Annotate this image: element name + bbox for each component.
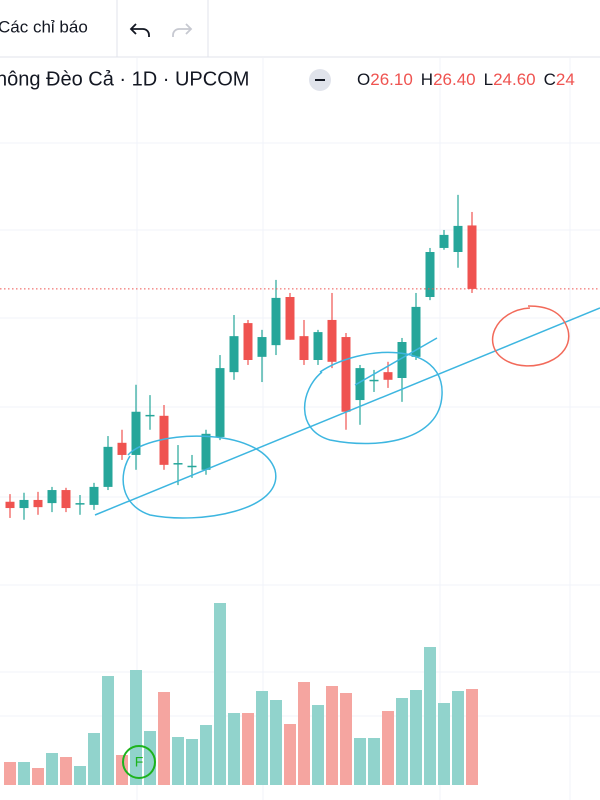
volume-bar [46, 753, 58, 785]
volume-bar [438, 703, 450, 785]
undo-button[interactable] [129, 23, 150, 37]
candle-body [341, 337, 351, 412]
candle-body [47, 490, 57, 504]
candle-body [89, 486, 99, 505]
candle-body [271, 297, 281, 346]
volume-bar [200, 725, 212, 785]
candle-body [173, 463, 183, 465]
redo-button[interactable] [172, 23, 193, 37]
candle-body [397, 342, 407, 378]
candle-body [103, 446, 113, 487]
candle-body [453, 225, 463, 252]
ohlc-value: 24 [556, 70, 575, 89]
candle-body [19, 499, 29, 509]
candle-body [425, 252, 435, 297]
volume-bar [284, 724, 296, 785]
volume-bar [4, 762, 16, 785]
event-marker-label: F [135, 754, 144, 770]
candle-body [327, 319, 337, 362]
drawing-circle [491, 305, 570, 367]
candle-body [61, 490, 71, 509]
volume-bar [452, 691, 464, 785]
volume-bar [186, 739, 198, 785]
candle-body [159, 415, 169, 465]
event-marker[interactable]: F [122, 745, 156, 779]
candle-body [299, 336, 309, 360]
candle-body [285, 297, 295, 340]
candle-body [313, 332, 323, 360]
volume-bar [18, 762, 30, 785]
ohlc-value: 26.40 [433, 70, 476, 89]
ohlc-value: 24.60 [493, 70, 536, 89]
volume-bar [242, 713, 254, 785]
candle-body [215, 368, 225, 437]
volume-bar [354, 738, 366, 785]
candle-body [229, 336, 239, 373]
candle-body [383, 372, 393, 380]
volume-bar [74, 766, 86, 785]
volume-bar [116, 755, 128, 785]
symbol-title: hông Đèo Cả · 1D · UPCOM [0, 68, 249, 90]
drawings [94, 307, 600, 519]
volume-bar [326, 686, 338, 785]
volume-bar [130, 670, 142, 785]
candle-body [131, 411, 141, 455]
candle-body [369, 379, 379, 382]
ohlc-key: C [544, 70, 556, 89]
grid [0, 58, 600, 800]
candle-body [117, 442, 127, 455]
volume-bar [410, 690, 422, 785]
volume-bar [32, 768, 44, 785]
candle-body [33, 499, 43, 508]
candle-body [355, 368, 365, 401]
ohlc-key: H [421, 70, 433, 89]
volume-bar [88, 733, 100, 785]
candle-body [439, 234, 449, 248]
plot [0, 194, 600, 785]
volume-bar [396, 698, 408, 785]
candle-body [467, 225, 477, 289]
volume-bar [172, 737, 184, 785]
volume-bar [228, 713, 240, 785]
volume-bar [158, 692, 170, 785]
candle-body [201, 433, 211, 470]
volume-bar [368, 738, 380, 785]
volume-bar [382, 711, 394, 785]
volume-bar [270, 700, 282, 785]
volume-bar [60, 757, 72, 785]
ohlc-legend: O26.10 H26.40 L24.60 C24 [357, 70, 575, 89]
volume-bar [298, 682, 310, 785]
volume-bar [424, 647, 436, 785]
candle-body [257, 337, 267, 357]
candle-body [411, 306, 421, 357]
volume-bar [466, 689, 478, 785]
ohlc-value: 26.10 [370, 70, 413, 89]
toolbar [0, 0, 600, 57]
collapse-button[interactable] [309, 69, 331, 91]
candle-body [75, 503, 85, 505]
volume-bar [102, 676, 114, 785]
candle-body [187, 465, 197, 468]
indicators-button[interactable]: Các chỉ báo [0, 17, 88, 36]
ohlc-key: L [484, 70, 493, 89]
ohlc-key: O [357, 70, 370, 89]
volume-bar [256, 691, 268, 785]
volume-bar [340, 693, 352, 785]
volume-bar [214, 603, 226, 785]
volume-bar [312, 705, 324, 785]
candle-body [5, 501, 15, 509]
candle-body [243, 323, 253, 360]
candle-body [145, 414, 155, 417]
